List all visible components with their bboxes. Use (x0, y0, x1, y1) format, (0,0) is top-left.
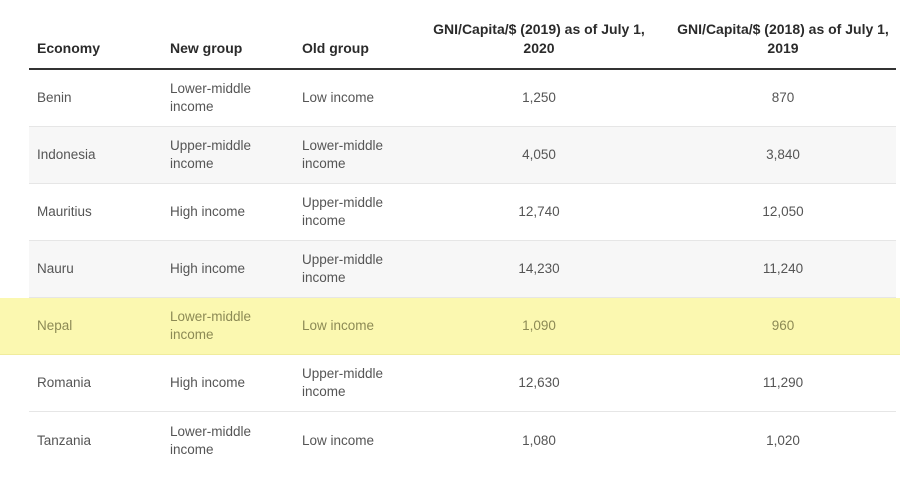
cell-new-group: High income (170, 261, 246, 276)
cell-gni-2018: 870 (771, 90, 795, 105)
cell-gni-2019: 12,630 (518, 375, 560, 390)
table-row: Benin Lower-middle income Low income 1,2… (29, 70, 896, 127)
cell-gni-2018: 12,050 (762, 204, 804, 219)
table-row: Indonesia Upper-middle income Lower-midd… (29, 127, 896, 184)
header-gni-2019: GNI/Capita/$ (2019) as of July 1, 2020 (433, 21, 645, 56)
cell-gni-2018: 1,020 (766, 432, 800, 448)
cell-gni-2019: 1,080 (522, 432, 556, 448)
cell-gni-2019: 14,230 (518, 261, 560, 276)
cell-new-group: Lower-middle income (170, 81, 252, 114)
cell-economy: Nepal (37, 318, 73, 333)
cell-gni-2018: 11,290 (762, 375, 804, 390)
cell-gni-2018: 11,240 (762, 261, 804, 276)
table-row-highlighted: Nepal Lower-middle income Low income 1,0… (0, 298, 900, 355)
cell-old-group: Upper-middle income (302, 195, 384, 228)
header-economy: Economy (37, 40, 101, 56)
cell-gni-2018: 3,840 (766, 147, 800, 162)
cell-new-group: Lower-middle income (170, 309, 252, 342)
cell-new-group: Upper-middle income (170, 138, 252, 171)
table-row: Tanzania Lower-middle income Low income … (29, 412, 896, 469)
cell-gni-2019: 4,050 (522, 147, 556, 162)
cell-economy: Mauritius (37, 204, 92, 219)
cell-gni-2018: 960 (771, 318, 795, 333)
header-old-group: Old group (302, 40, 369, 56)
cell-economy: Indonesia (37, 147, 96, 162)
table-row: Mauritius High income Upper-middle incom… (29, 184, 896, 241)
cell-gni-2019: 1,090 (522, 318, 556, 333)
cell-gni-2019: 1,250 (522, 90, 556, 105)
cell-economy: Tanzania (37, 432, 92, 448)
cell-economy: Nauru (37, 261, 74, 276)
table-body: Benin Lower-middle income Low income 1,2… (0, 70, 900, 469)
cell-economy: Romania (37, 375, 92, 390)
cell-gni-2019: 12,740 (518, 204, 560, 219)
cell-old-group: Upper-middle income (302, 366, 384, 399)
cell-new-group: Lower-middle income (170, 423, 252, 457)
cell-new-group: High income (170, 375, 246, 390)
cell-old-group: Low income (302, 318, 375, 333)
table-header: Economy New group Old group GNI/Capita/$… (29, 14, 896, 70)
cell-new-group: High income (170, 204, 246, 219)
cell-old-group: Upper-middle income (302, 252, 384, 285)
header-gni-2018: GNI/Capita/$ (2018) as of July 1, 2019 (677, 21, 889, 56)
cell-economy: Benin (37, 90, 72, 105)
cell-old-group: Lower-middle income (302, 138, 384, 171)
cell-old-group: Low income (302, 90, 375, 105)
table-row: Romania High income Upper-middle income … (29, 355, 896, 412)
cell-old-group: Low income (302, 432, 375, 448)
header-new-group: New group (170, 40, 243, 56)
table-row: Nauru High income Upper-middle income 14… (29, 241, 896, 298)
